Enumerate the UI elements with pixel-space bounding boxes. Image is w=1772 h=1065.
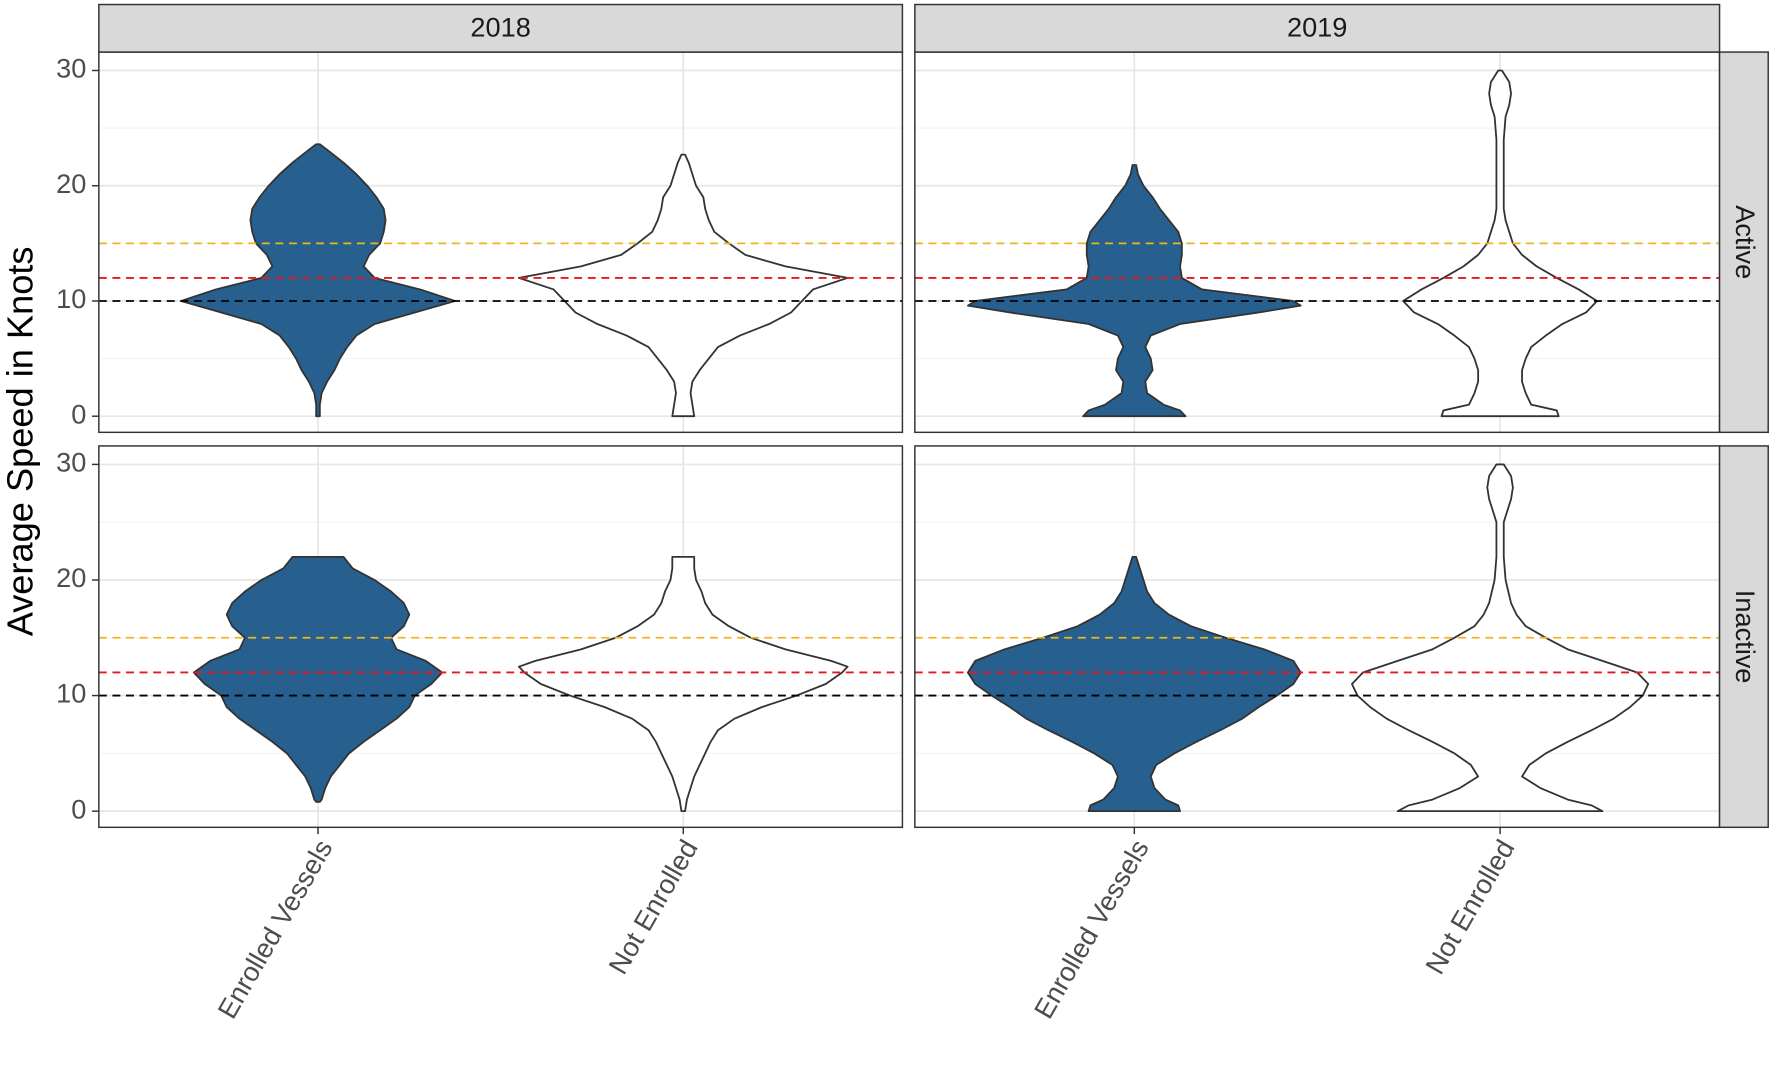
y-tick-label: 0 [71,793,86,824]
y-tick-label: 10 [56,678,86,709]
y-tick-label: 30 [56,53,86,84]
y-axis-title: Average Speed in Knots [0,246,41,636]
violin [966,555,1302,813]
violin [966,164,1302,418]
x-tick-label: Enrolled Vessels [1028,834,1155,1023]
column-strip-label: 2019 [1287,12,1347,43]
column-strip-label: 2018 [470,12,530,43]
row-strip-label: Active [1730,205,1761,279]
column-strip [98,3,904,53]
violin [517,153,849,418]
y-tick-label: 30 [56,447,86,478]
violin [180,143,456,418]
panel [98,52,903,433]
column-strip [914,3,1721,53]
x-tick-label: Not Enrolled [602,834,704,979]
y-tick-label: 10 [56,283,86,314]
x-tick-label: Enrolled Vessels [211,834,338,1023]
row-strip-label: Inactive [1730,590,1761,684]
x-tick-label: Not Enrolled [1419,834,1521,979]
panel [98,445,903,828]
row-strip [1718,445,1769,829]
panel [914,52,1720,433]
y-tick-label: 20 [56,562,86,593]
y-tick-label: 20 [56,168,86,199]
violin [517,555,849,813]
row-strip [1718,51,1769,434]
panel [914,445,1720,828]
violin [192,555,444,803]
y-tick-label: 0 [71,398,86,429]
panel-border [98,445,904,829]
